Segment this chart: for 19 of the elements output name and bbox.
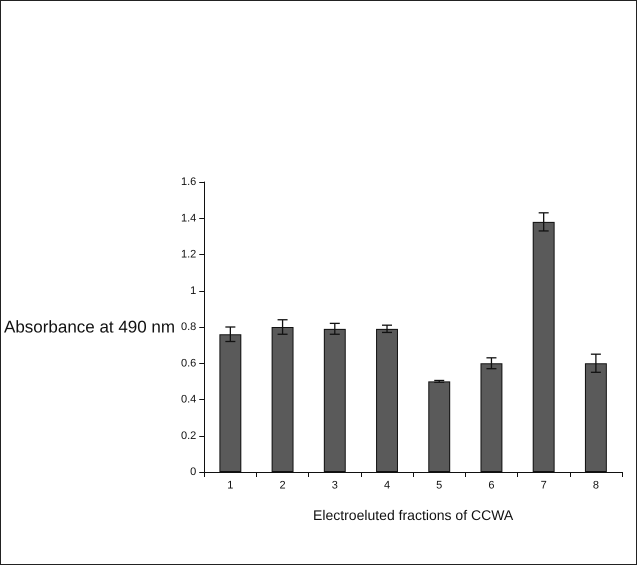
x-tick-label: 4 bbox=[384, 480, 390, 492]
x-tick-label: 8 bbox=[592, 480, 599, 492]
x-tick-label: 6 bbox=[488, 480, 495, 492]
x-tick-label: 1 bbox=[227, 480, 234, 492]
y-tick-label: 1.6 bbox=[180, 176, 196, 188]
y-tick-label: 1.4 bbox=[180, 212, 196, 224]
y-tick-label: 1 bbox=[190, 284, 196, 297]
x-tick-label: 2 bbox=[280, 480, 286, 492]
x-tick-label: 5 bbox=[436, 480, 442, 492]
y-tick-label: 0 bbox=[190, 466, 196, 478]
y-tick-label: 0.6 bbox=[180, 357, 196, 370]
y-axis-title: Absorbance at 490 nm bbox=[4, 318, 176, 336]
x-tick-label: 3 bbox=[332, 480, 338, 492]
y-tick-label: 0.8 bbox=[180, 321, 196, 333]
x-axis-title: Electroeluted fractions of CCWA bbox=[313, 507, 514, 523]
x-tick-label: 7 bbox=[540, 480, 547, 492]
y-tick-label: 0.4 bbox=[180, 394, 196, 406]
y-tick-label: 0.2 bbox=[180, 430, 196, 442]
y-tick-label: 1.2 bbox=[180, 248, 196, 260]
